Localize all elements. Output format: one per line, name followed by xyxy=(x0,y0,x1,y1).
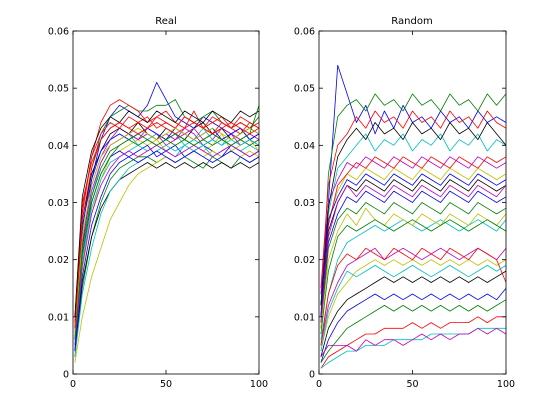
ytick-label-real-0: 0 xyxy=(63,370,69,381)
series-line-random-7 xyxy=(320,179,506,317)
series-line-real-18 xyxy=(74,139,259,357)
xtick-label-random-1: 50 xyxy=(406,379,418,390)
ytick-label-random-2: 0.02 xyxy=(294,255,315,266)
series-line-random-25 xyxy=(320,264,506,352)
series-line-real-10 xyxy=(74,116,259,317)
series-line-real-23 xyxy=(74,105,259,340)
series-line-random-26 xyxy=(320,184,506,323)
series-line-random-10 xyxy=(320,156,506,317)
ytick-label-random-3: 0.03 xyxy=(294,198,315,209)
ytick-label-real-4: 0.04 xyxy=(48,141,69,152)
series-line-random-15 xyxy=(320,288,506,363)
series-line-random-4 xyxy=(320,133,506,306)
series-line-random-3 xyxy=(320,110,506,289)
series-line-random-5 xyxy=(320,156,506,295)
ytick-label-real-6: 0.06 xyxy=(48,27,69,38)
series-layer-real xyxy=(74,82,259,363)
series-line-random-16 xyxy=(320,299,506,363)
series-line-random-22 xyxy=(320,173,506,317)
series-line-real-14 xyxy=(74,162,259,352)
axes-real: 0 0.01 0.02 0.03 0.04 0.05 0.06 0 50 100 Real xyxy=(48,16,268,390)
series-line-random-18 xyxy=(320,327,506,369)
ytick-label-random-6: 0.06 xyxy=(294,27,315,38)
series-line-random-20 xyxy=(320,207,506,329)
series-line-real-12 xyxy=(74,127,259,335)
axes-random: 0 0.01 0.02 0.03 0.04 0.05 0.06 0 50 100 Random xyxy=(294,16,515,390)
series-line-random-12 xyxy=(320,247,506,346)
xtick-label-real-2: 100 xyxy=(250,379,268,390)
series-line-random-24 xyxy=(320,247,506,346)
ticks-real: 0 0.01 0.02 0.03 0.04 0.05 0.06 0 50 100 xyxy=(48,27,268,391)
series-layer-random xyxy=(320,64,506,369)
series-line-random-8 xyxy=(320,190,506,323)
series-line-real-17 xyxy=(74,116,259,323)
series-line-real-15 xyxy=(74,127,259,329)
series-line-random-9 xyxy=(320,202,506,329)
series-line-random-11 xyxy=(320,219,506,340)
xtick-label-random-2: 100 xyxy=(497,379,515,390)
series-line-random-19 xyxy=(320,327,506,358)
chart-title-real: Real xyxy=(155,16,177,27)
series-line-random-2 xyxy=(320,93,506,317)
ytick-label-random-4: 0.04 xyxy=(294,141,315,152)
xtick-label-real-0: 0 xyxy=(70,379,76,390)
series-line-random-21 xyxy=(320,122,506,306)
ytick-label-real-2: 0.02 xyxy=(48,255,69,266)
ticks-random: 0 0.01 0.02 0.03 0.04 0.05 0.06 0 50 100 xyxy=(294,27,515,391)
series-line-real-19 xyxy=(74,144,259,346)
chart-title-random: Random xyxy=(391,16,432,27)
series-line-real-4 xyxy=(74,127,259,346)
ytick-label-random-1: 0.01 xyxy=(294,312,315,323)
series-line-random-17 xyxy=(320,316,506,369)
ytick-label-real-5: 0.05 xyxy=(48,84,69,95)
series-line-random-23 xyxy=(320,219,506,335)
ytick-label-random-5: 0.05 xyxy=(294,84,315,95)
series-line-real-20 xyxy=(74,127,259,335)
xtick-label-real-1: 50 xyxy=(160,379,172,390)
series-line-real-21 xyxy=(74,110,259,317)
ytick-label-random-0: 0 xyxy=(309,370,315,381)
series-line-random-14 xyxy=(320,270,506,358)
ytick-label-real-1: 0.01 xyxy=(48,312,69,323)
series-line-real-22 xyxy=(74,150,259,352)
xtick-label-random-0: 0 xyxy=(316,379,322,390)
series-line-real-24 xyxy=(74,122,259,329)
series-line-real-7 xyxy=(74,122,259,323)
series-line-real-16 xyxy=(74,139,259,340)
ytick-label-real-3: 0.03 xyxy=(48,198,69,209)
series-line-real-9 xyxy=(74,156,259,357)
series-line-random-6 xyxy=(320,167,506,312)
